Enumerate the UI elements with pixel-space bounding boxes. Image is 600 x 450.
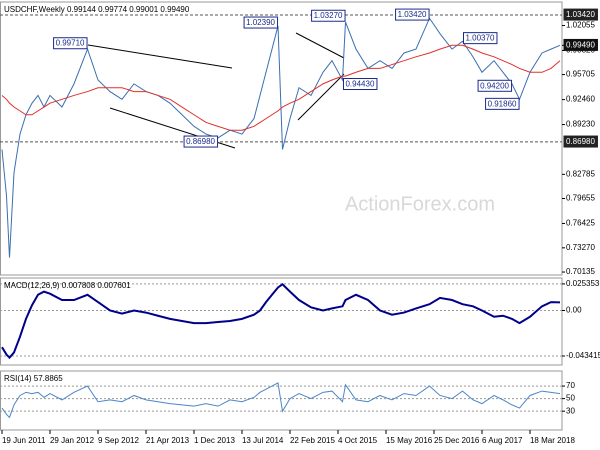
last-price-label: 0.99490 (566, 40, 595, 49)
x-tick-label: 15 May 2016 (386, 436, 433, 445)
trendline (297, 73, 345, 121)
label-box (183, 135, 219, 148)
y-tick-label: 0.92460 (566, 95, 595, 104)
label-box (53, 37, 88, 50)
y-tick-label: -0.043415 (566, 351, 600, 360)
y-tick-label: 0.82785 (566, 169, 595, 178)
y-tick-label: 0.89230 (566, 120, 595, 129)
label-box (563, 8, 598, 21)
x-tick-label: 21 Apr 2013 (146, 436, 190, 445)
watermark: ActionForex.com (345, 193, 495, 215)
trendline (87, 44, 233, 69)
panel (0, 277, 563, 366)
x-tick-label: 13 Jul 2014 (242, 436, 284, 445)
panel-title: MACD(12,26,9) 0.007808 0.007601 (4, 281, 131, 290)
trendline (295, 32, 345, 59)
panel (0, 1, 563, 276)
label-box (462, 32, 498, 45)
level-label: 1.03420 (566, 10, 595, 19)
annotation: 0.91860 (488, 99, 517, 108)
panel (0, 370, 563, 431)
annotation: 0.99710 (56, 39, 85, 48)
level-label: 0.86980 (566, 137, 595, 146)
panel-title: RSI(14) 57.8865 (4, 374, 63, 383)
y-tick-label: 0.79655 (566, 194, 595, 203)
annotation: 0.94430 (345, 80, 374, 89)
annotation: 0.86980 (186, 137, 215, 146)
label-box (563, 38, 598, 51)
x-tick-label: 29 Jan 2012 (50, 436, 95, 445)
x-tick-label: 22 Feb 2015 (290, 436, 335, 445)
y-tick-label: 30 (566, 406, 575, 415)
label-box (342, 78, 378, 91)
x-tick-label: 1 Dec 2013 (194, 436, 235, 445)
label-box (563, 135, 598, 148)
x-tick-label: 6 Aug 2017 (482, 436, 523, 445)
y-tick-label: 0.73270 (566, 243, 595, 252)
annotation: 1.03420 (398, 10, 427, 19)
y-tick-label: 0.00 (566, 306, 582, 315)
series-line (1, 282, 561, 360)
x-tick-label: 25 Dec 2016 (434, 436, 480, 445)
label-box (477, 79, 513, 92)
y-tick-label: 70 (566, 381, 575, 390)
label-box (243, 16, 279, 29)
x-tick-label: 9 Sep 2012 (98, 436, 139, 445)
series-line (1, 382, 561, 419)
x-tick-label: 4 Oct 2015 (338, 436, 378, 445)
label-box (485, 97, 520, 110)
annotation: 1.02390 (246, 18, 275, 27)
annotation: 1.03270 (314, 11, 343, 20)
x-tick-label: 18 Mar 2018 (530, 436, 575, 445)
x-tick-label: 19 Jun 2011 (2, 436, 46, 445)
y-tick-label: 0.76425 (566, 219, 595, 228)
label-box (311, 9, 346, 22)
label-box (395, 8, 430, 21)
y-tick-label: 0.025353 (566, 279, 600, 288)
series-line (1, 44, 561, 131)
y-tick-label: 0.95705 (566, 70, 595, 79)
panel-title: USDCHF,Weekly 0.99144 0.99774 0.99001 0.… (4, 5, 190, 14)
y-tick-label: 0.70135 (566, 267, 595, 276)
annotation: 0.94200 (480, 81, 509, 90)
annotation: 1.00370 (465, 34, 494, 43)
y-tick-label: 50 (566, 394, 575, 403)
y-tick-label: 1.02055 (566, 21, 595, 30)
